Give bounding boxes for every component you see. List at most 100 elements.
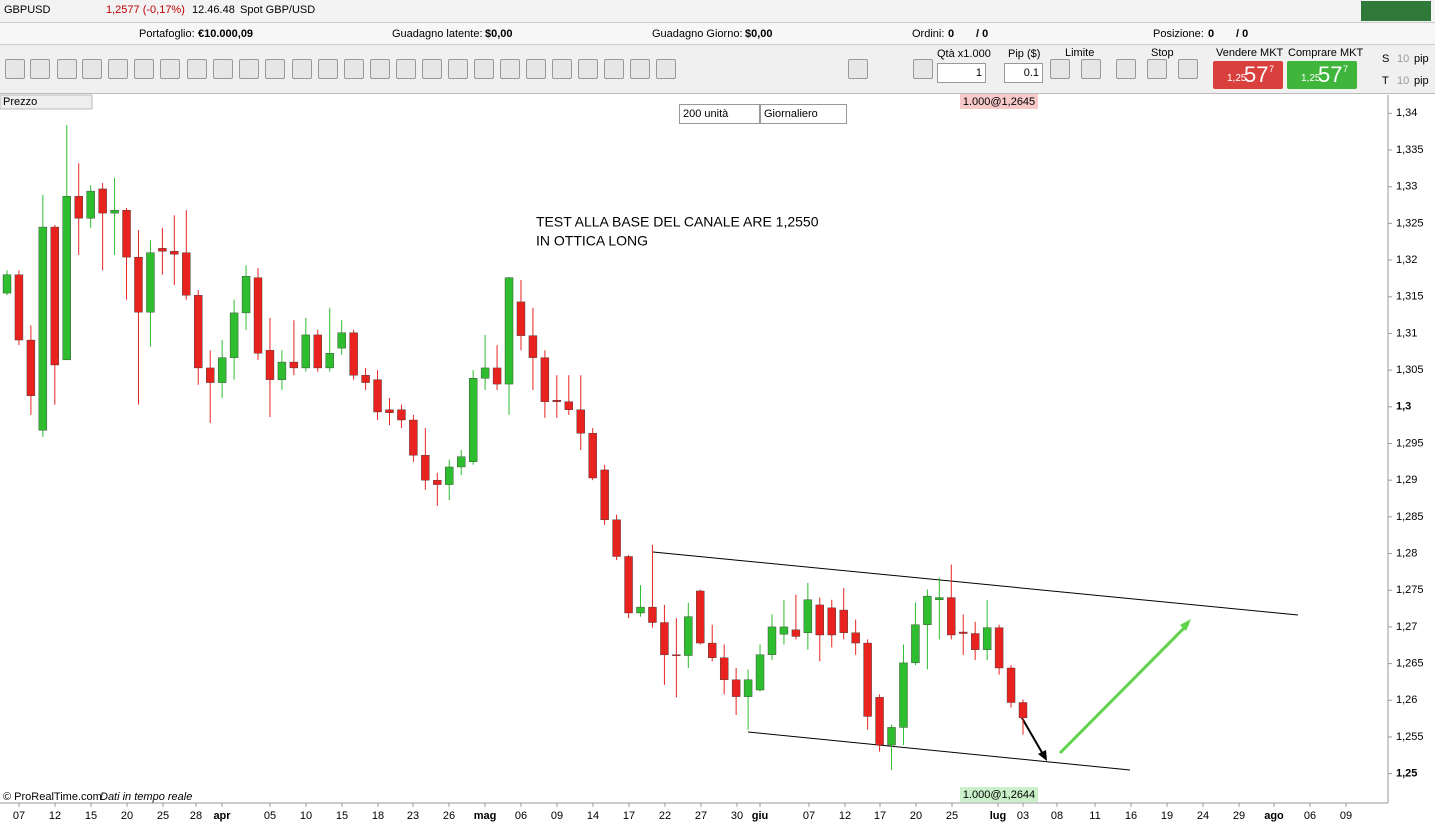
- tool-button[interactable]: [5, 59, 25, 79]
- annotation: TEST ALLA BASE DEL CANALE ARE 1,2550: [536, 214, 819, 230]
- candle-body: [229, 312, 239, 358]
- candle-body: [325, 353, 334, 369]
- x-tick-label: 20: [121, 810, 133, 822]
- x-tick-label: 20: [910, 810, 922, 822]
- value: 0: [1208, 28, 1215, 40]
- copyright: © ProRealTime.com: [3, 791, 102, 803]
- candle-body: [923, 595, 932, 625]
- candle-body: [970, 633, 980, 650]
- tool-button[interactable]: [396, 59, 416, 79]
- candle-body: [803, 599, 813, 633]
- candle-body: [122, 209, 131, 258]
- trend-line[interactable]: [747, 731, 1131, 771]
- units-select[interactable]: 200 unità: [679, 104, 760, 124]
- candle-body: [170, 251, 179, 255]
- trend-line[interactable]: [652, 551, 1299, 616]
- tool-button[interactable]: [344, 59, 364, 79]
- tool-button[interactable]: [913, 59, 933, 79]
- candle-body: [755, 654, 765, 691]
- candle-body: [50, 226, 60, 366]
- tool-button[interactable]: [265, 59, 285, 79]
- tool-button[interactable]: [1147, 59, 1167, 79]
- label: Qtà x1.000: [937, 48, 991, 60]
- tool-button[interactable]: [630, 59, 650, 79]
- candle-body: [947, 597, 956, 636]
- tool-button[interactable]: [160, 59, 180, 79]
- tool-button[interactable]: [604, 59, 624, 79]
- tool-button[interactable]: [82, 59, 102, 79]
- candle-body: [791, 629, 801, 637]
- pip-input[interactable]: 0.1: [1004, 63, 1043, 83]
- tool-button[interactable]: [370, 59, 390, 79]
- x-tick-label: 24: [1197, 810, 1209, 822]
- candle-body: [468, 378, 478, 463]
- label: S: [1382, 53, 1390, 65]
- candle-body: [564, 401, 573, 410]
- candle-body: [935, 597, 944, 600]
- y-tick-label: 1,28: [1396, 547, 1417, 559]
- y-tick-label: 1,31: [1396, 327, 1417, 339]
- tool-button[interactable]: [578, 59, 598, 79]
- tool-button[interactable]: [108, 59, 128, 79]
- tool-button[interactable]: [526, 59, 546, 79]
- tool-button[interactable]: [1116, 59, 1136, 79]
- candle-body: [851, 632, 860, 644]
- x-tick-label: 05: [264, 810, 276, 822]
- candle-body: [708, 642, 717, 658]
- instrument: Spot GBP/USD: [240, 4, 316, 16]
- tool-button[interactable]: [422, 59, 442, 79]
- y-tick-label: 1,33: [1396, 181, 1417, 193]
- candle-body: [301, 334, 311, 369]
- tool-button[interactable]: [213, 59, 233, 79]
- price: 57: [1244, 62, 1269, 87]
- x-tick-label: 09: [551, 810, 563, 822]
- x-tick-label: 11: [1089, 810, 1100, 822]
- x-tick-label: 17: [623, 810, 635, 822]
- tool-button[interactable]: [1081, 59, 1101, 79]
- tool-button[interactable]: [1050, 59, 1070, 79]
- tool-button[interactable]: [239, 59, 259, 79]
- arrow-head: [1180, 619, 1191, 631]
- tool-button[interactable]: [656, 59, 676, 79]
- tool-button[interactable]: [292, 59, 312, 79]
- y-tick-label: 1,275: [1396, 584, 1424, 596]
- tool-button[interactable]: [500, 59, 520, 79]
- label: Portafoglio:: [139, 28, 195, 40]
- tool-button[interactable]: [1178, 59, 1198, 79]
- x-tick-label: 03: [1017, 810, 1029, 822]
- tool-button[interactable]: [187, 59, 207, 79]
- x-tick-label: 12: [49, 810, 61, 822]
- tool-button[interactable]: [552, 59, 572, 79]
- value: €10.000,09: [198, 28, 254, 40]
- window-controls[interactable]: [1361, 1, 1431, 21]
- label: Guadagno latente:: [392, 28, 483, 40]
- candle-body: [552, 400, 562, 402]
- value: 10: [1397, 75, 1410, 87]
- x-tick-label: lug: [990, 810, 1007, 822]
- x-tick-label: 17: [874, 810, 886, 822]
- period-select[interactable]: Giornaliero: [760, 104, 847, 124]
- tool-button[interactable]: [30, 59, 50, 79]
- tool-button[interactable]: [57, 59, 77, 79]
- x-tick-label: 14: [587, 810, 599, 822]
- symbol[interactable]: GBPUSD: [4, 4, 51, 16]
- arrow[interactable]: [1021, 717, 1045, 757]
- y-tick-label: 1,255: [1396, 731, 1424, 743]
- x-tick-label: 25: [946, 810, 958, 822]
- tool-button[interactable]: [448, 59, 468, 79]
- candle-body: [719, 657, 729, 680]
- tool-button[interactable]: [134, 59, 154, 79]
- x-tick-label: 15: [336, 810, 348, 822]
- qty-input[interactable]: 1: [937, 63, 986, 83]
- order-tag-text: 1.000@1,2644: [963, 789, 1035, 801]
- arrow[interactable]: [1058, 622, 1190, 755]
- tool-button[interactable]: [318, 59, 338, 79]
- tool-button[interactable]: [848, 59, 868, 79]
- x-tick-label: 22: [659, 810, 671, 822]
- candle-body: [86, 190, 95, 219]
- sell-button[interactable]: 1,25 57 7: [1213, 61, 1283, 89]
- tool-button[interactable]: [474, 59, 494, 79]
- candle-body: [994, 627, 1004, 669]
- buy-button[interactable]: 1,25 57 7: [1287, 61, 1357, 89]
